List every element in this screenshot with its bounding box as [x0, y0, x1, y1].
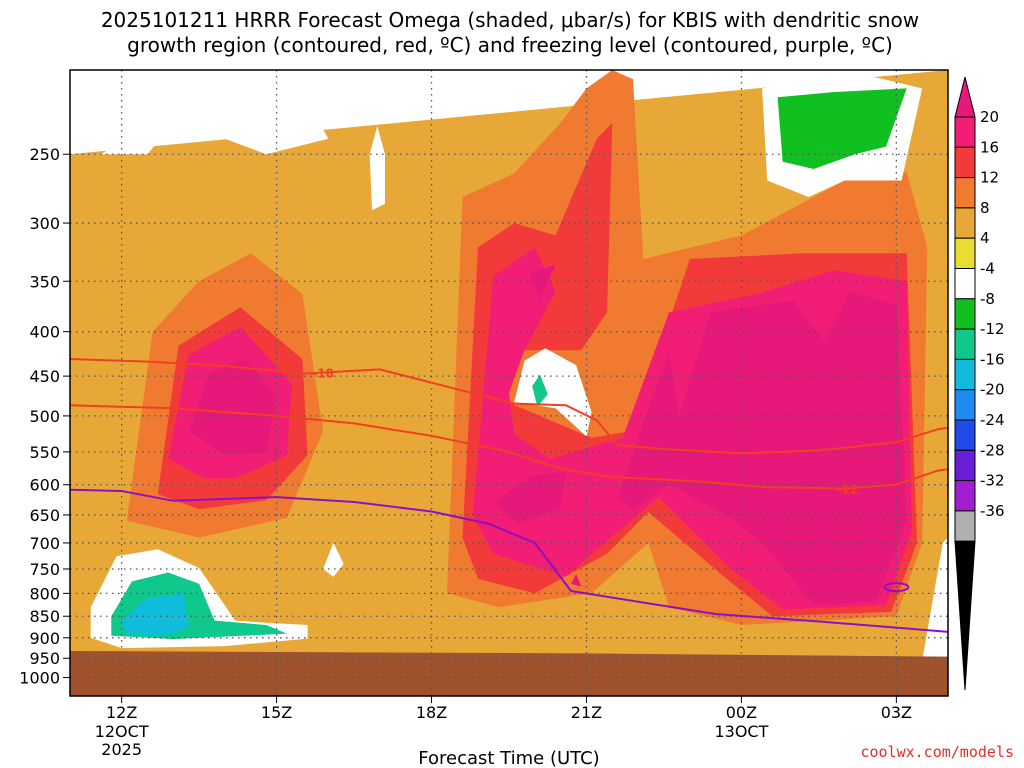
x-tick-label-15Z: 15Z: [261, 703, 292, 722]
x-tick-sublabel-00Z-0: 13OCT: [714, 722, 768, 741]
colorbar-label-20: 20: [980, 108, 999, 126]
y-tick-label-500: 500: [29, 407, 60, 426]
colorbar-label--36: -36: [980, 502, 1005, 520]
colorbar-label--12: -12: [980, 320, 1005, 338]
colorbar-swatch-8: [954, 358, 976, 391]
omega-negative-region-10: [532, 374, 548, 407]
omega-positive-region-4: [188, 359, 277, 456]
x-tick-label-21Z: 21Z: [571, 703, 602, 722]
colorbar-swatch-0: [954, 116, 976, 148]
y-tick-label-750: 750: [29, 560, 60, 579]
colorbar-swatch-9: [954, 389, 976, 421]
colorbar-label-12: 12: [980, 169, 999, 187]
temperature-contours: -18 -12: [70, 358, 948, 633]
x-tick-label-18Z: 18Z: [416, 703, 447, 722]
omega-negative-region-2: [369, 126, 385, 211]
y-tick-label-1000: 1000: [19, 669, 60, 688]
colorbar-label--32: -32: [980, 472, 1005, 490]
x-tick-sublabel-12Z-0: 12OCT: [95, 722, 149, 741]
y-tick-label-400: 400: [29, 323, 60, 342]
ground-surface: [70, 651, 948, 696]
chart-title-line-1: 2025101211 HRRR Forecast Omega (shaded, …: [101, 8, 919, 32]
x-tick-label-00Z: 00Z: [726, 703, 757, 722]
plot-frame: [69, 69, 949, 697]
y-axis-pressure: 250 300 350 400 450 500 550 600 650 700 750 800 850 9…: [19, 145, 70, 688]
x-tick-label-03Z: 03Z: [881, 703, 912, 722]
x-tick-label-12Z: 12Z: [106, 703, 137, 722]
colorbar-label--24: -24: [980, 411, 1005, 429]
colorbar-swatch-2: [954, 177, 976, 209]
colorbar-label--8: -8: [980, 290, 995, 308]
omega-negative-region-5: [121, 593, 189, 636]
dgz-contour-label--12: -12: [836, 482, 858, 496]
omega-positive-region-10: [617, 291, 907, 605]
colorbar-swatch-5: [954, 268, 976, 300]
colorbar: 20 16 12 8 4 -4 -8 -12 -16 -20 -24 -28 -32 -36: [954, 76, 1005, 691]
colorbar-label-8: 8: [980, 199, 990, 217]
colorbar-label-16: 16: [980, 138, 999, 156]
omega-negative-region-0: [101, 122, 174, 155]
omega-shading: [70, 70, 948, 661]
freezing-level-contour: [70, 488, 948, 633]
colorbar-swatch-12: [954, 480, 976, 512]
dgz-contour--18: [70, 358, 948, 455]
dgz-contour-label--18: -18: [312, 366, 334, 380]
colorbar-swatch-13: [954, 510, 976, 542]
colorbar-label-4: 4: [980, 229, 990, 247]
chart-title-line-2: growth region (contoured, red, ºC) and f…: [127, 33, 893, 57]
omega-positive-region-8: [493, 471, 566, 524]
y-tick-label-700: 700: [29, 534, 60, 553]
colorbar-bottom-cap: [954, 540, 976, 691]
omega-positive-region-11: [571, 574, 582, 587]
y-tick-label-600: 600: [29, 476, 60, 495]
y-tick-label-550: 550: [29, 443, 60, 462]
colorbar-swatch-1: [954, 146, 976, 179]
y-tick-label-850: 850: [29, 607, 60, 626]
colorbar-swatch-10: [954, 419, 976, 451]
colorbar-label--28: -28: [980, 441, 1005, 459]
colorbar-swatch-4: [954, 237, 976, 269]
freezing-level-small-loop: [883, 582, 910, 593]
omega-negative-region-8: [777, 88, 907, 169]
y-tick-label-900: 900: [29, 629, 60, 648]
omega-positive-region-9: [529, 264, 556, 301]
y-tick-label-250: 250: [29, 145, 60, 164]
colorbar-swatch-3: [954, 207, 976, 239]
colorbar-label--4: -4: [980, 260, 995, 278]
colorbar-label--20: -20: [980, 381, 1005, 399]
y-tick-label-800: 800: [29, 584, 60, 603]
colorbar-swatch-11: [954, 449, 976, 482]
colorbar-top-cap: [954, 76, 976, 118]
y-tick-label-450: 450: [29, 367, 60, 386]
credit-text: coolwx.com/models: [860, 743, 1014, 761]
x-axis-title: Forecast Time (UTC): [418, 748, 599, 768]
y-tick-label-950: 950: [29, 649, 60, 668]
y-tick-label-300: 300: [29, 214, 60, 233]
colorbar-label--16: -16: [980, 350, 1005, 368]
y-tick-label-650: 650: [29, 506, 60, 525]
dgz-contour--12: [70, 404, 948, 490]
y-tick-label-350: 350: [29, 272, 60, 291]
colorbar-swatch-7: [954, 328, 976, 360]
x-tick-sublabel-12Z-1: 2025: [101, 740, 142, 759]
omega-negative-region-9: [514, 348, 592, 437]
colorbar-swatch-6: [954, 298, 976, 330]
ground-fill: [70, 651, 948, 696]
